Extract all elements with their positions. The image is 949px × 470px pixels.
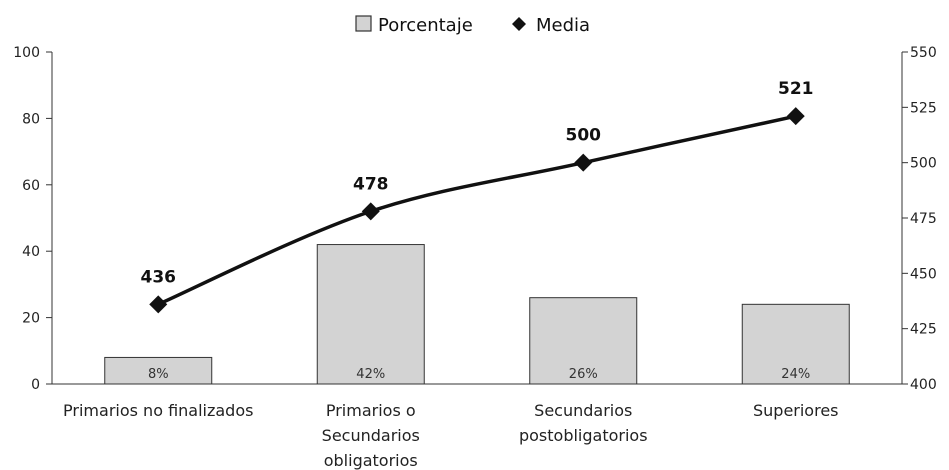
right-axis-tick-label: 475 bbox=[910, 211, 937, 227]
left-axis-tick-label: 0 bbox=[31, 377, 40, 393]
bar-data-label: 26% bbox=[569, 367, 598, 382]
category-label: Primarios o bbox=[326, 401, 416, 420]
bar-data-label: 24% bbox=[781, 367, 810, 382]
category-label: obligatorios bbox=[324, 451, 418, 470]
right-axis-tick-label: 450 bbox=[910, 266, 937, 282]
media-line: 436 478 500 521 bbox=[141, 79, 814, 314]
category-label: postobligatorios bbox=[519, 426, 648, 445]
legend-label-porcentaje: Porcentaje bbox=[378, 15, 473, 36]
bar bbox=[104, 356, 213, 385]
category-label: Primarios no finalizados bbox=[63, 401, 253, 420]
category-label: Secundarios bbox=[322, 426, 420, 445]
right-axis-tick-label: 525 bbox=[910, 100, 937, 116]
right-axis-tick-label: 425 bbox=[910, 322, 937, 338]
media-data-label: 478 bbox=[353, 174, 389, 194]
right-axis-tick-label: 500 bbox=[910, 156, 937, 172]
legend-label-media: Media bbox=[536, 15, 590, 36]
legend-swatch-porcentaje bbox=[355, 15, 372, 32]
legend: Porcentaje Media bbox=[355, 15, 590, 36]
right-axis-tick-label: 550 bbox=[910, 45, 937, 61]
left-axis-tick-label: 40 bbox=[22, 244, 40, 260]
left-axis-tick-label: 100 bbox=[13, 45, 40, 61]
left-axis-tick-label: 80 bbox=[22, 111, 40, 127]
category-label: Secundarios bbox=[534, 401, 632, 420]
bar-data-label: 42% bbox=[356, 367, 385, 382]
left-axis-tick-label: 60 bbox=[22, 178, 40, 194]
legend-marker-media bbox=[512, 17, 526, 31]
media-data-label: 521 bbox=[778, 79, 814, 99]
media-line-path bbox=[157, 114, 797, 306]
right-axis-tick-label: 400 bbox=[910, 377, 937, 393]
media-data-label: 436 bbox=[141, 267, 177, 287]
bars: 8% 42% 26% 24% bbox=[104, 244, 850, 385]
media-data-label: 500 bbox=[566, 126, 602, 146]
category-label: Superiores bbox=[753, 401, 839, 420]
left-axis-tick-label: 20 bbox=[22, 311, 40, 327]
media-point-marker bbox=[361, 202, 380, 221]
bar bbox=[316, 244, 425, 385]
bar-data-label: 8% bbox=[148, 367, 169, 382]
bar bbox=[741, 303, 850, 385]
media-point-marker bbox=[574, 153, 593, 172]
media-point-marker bbox=[786, 107, 805, 126]
category-labels: Primarios no finalizados Primarios o Secun… bbox=[63, 401, 838, 470]
bar bbox=[529, 297, 638, 385]
media-point-marker bbox=[149, 295, 168, 314]
